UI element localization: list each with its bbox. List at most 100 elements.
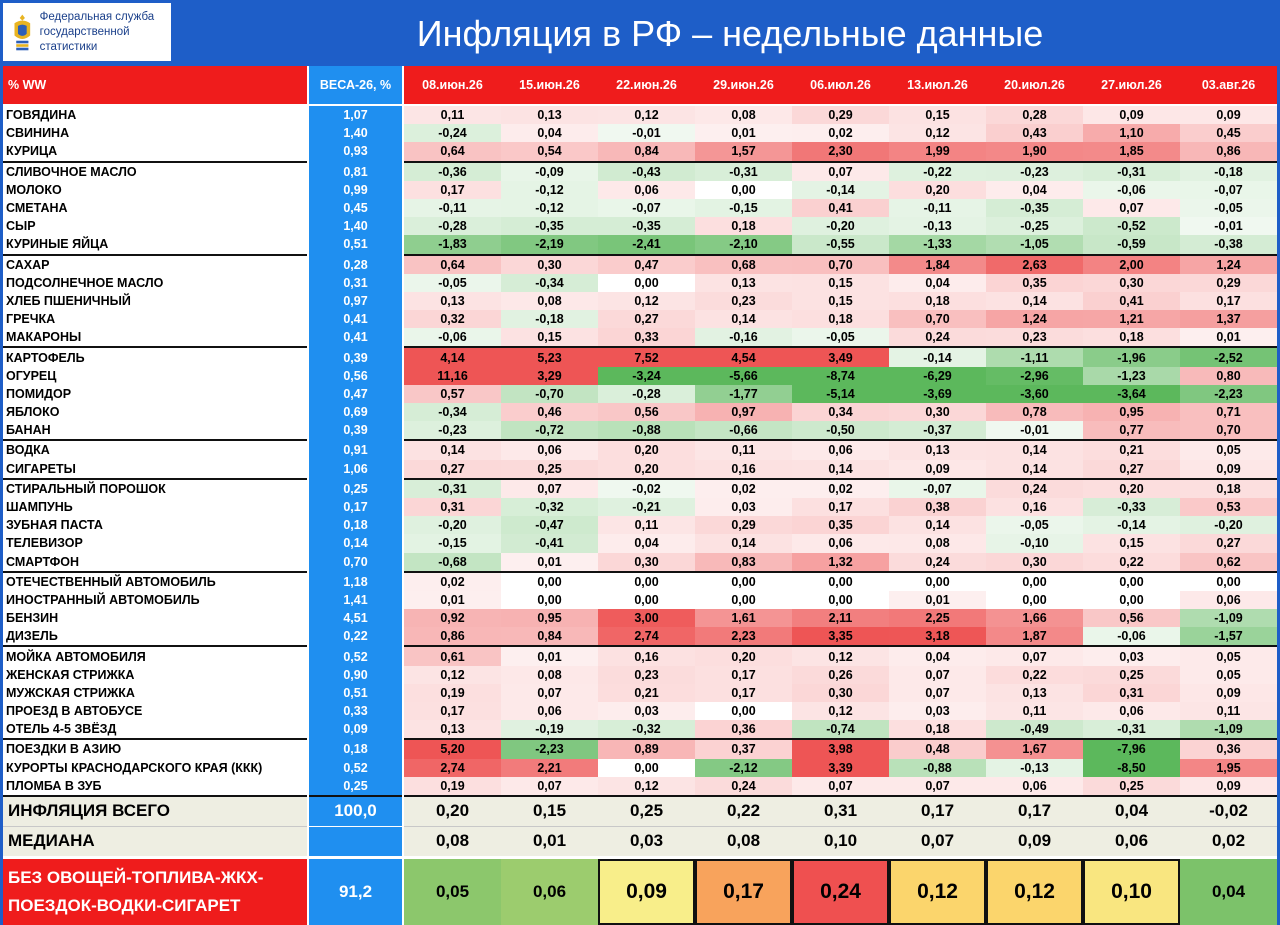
value-cell: -0,31 [1083, 720, 1180, 740]
value-cell: 0,23 [598, 665, 695, 684]
value-cell: -0,31 [1083, 160, 1180, 181]
value-cell: 0,17 [695, 665, 792, 684]
value-cell: 0,07 [501, 776, 598, 796]
value-cell: -5,14 [792, 384, 889, 403]
value-cell: 0,37 [695, 738, 792, 759]
value-cell: -0,28 [598, 384, 695, 403]
value-cell: 0,95 [501, 609, 598, 628]
table-row: ПЛОМБА В ЗУБ 0,25 0,19 0,07 0,12 0,24 0,07 0,07… [3, 776, 1277, 796]
core-value: 0,09 [598, 855, 695, 925]
value-cell: 4,54 [695, 346, 792, 367]
weight-cell: 0,70 [307, 552, 404, 572]
value-cell: 0,00 [598, 273, 695, 292]
value-cell: 0,17 [1180, 291, 1277, 311]
value-cell: 0,00 [792, 570, 889, 591]
weight-cell: 1,40 [307, 124, 404, 143]
value-cell: 0,14 [986, 291, 1083, 311]
value-cell: 0,16 [695, 459, 792, 479]
value-cell: -0,06 [403, 328, 501, 348]
value-cell: 0,12 [598, 291, 695, 311]
value-cell: 0,07 [889, 683, 986, 702]
value-cell: -0,36 [403, 160, 501, 181]
value-cell: -0,15 [403, 534, 501, 553]
value-cell: -8,74 [792, 366, 889, 385]
summary-row: ИНФЛЯЦИЯ ВСЕГО 100,0 0,20 0,15 0,25 0,22 0,31 0… [3, 794, 1277, 827]
value-cell: -0,05 [403, 273, 501, 292]
value-cell: 0,24 [889, 552, 986, 572]
value-cell: 0,64 [403, 142, 501, 162]
value-cell: 2,74 [403, 758, 501, 777]
summary-label: МЕДИАНА [3, 825, 309, 858]
table-row: КУРИНЫЕ ЯЙЦА 0,51 -1,83 -2,19 -2,41 -2,10 -0,5… [3, 235, 1277, 255]
header-bar: Федеральная служба государственной стати… [0, 0, 1280, 68]
row-label: СТИРАЛЬНЫЙ ПОРОШОК [3, 477, 309, 498]
table-row: ВОДКА 0,91 0,14 0,06 0,20 0,11 0,06 0,13 0,14 0,2… [3, 439, 1277, 460]
value-cell: -2,41 [598, 235, 695, 255]
row-label: СЛИВОЧНОЕ МАСЛО [3, 160, 309, 181]
value-cell: -0,18 [1180, 160, 1277, 181]
row-label: ВОДКА [3, 439, 309, 460]
value-cell: 1,66 [986, 609, 1083, 628]
value-cell: 0,80 [1180, 366, 1277, 385]
value-cell: -0,01 [986, 421, 1083, 441]
value-cell: 0,30 [889, 403, 986, 422]
value-cell: 0,11 [598, 516, 695, 535]
value-cell: 0,00 [695, 570, 792, 591]
weight-cell: 0,51 [307, 683, 404, 702]
row-label: ОГУРЕЦ [3, 366, 309, 385]
value-cell: 0,00 [695, 590, 792, 610]
value-cell: 0,35 [986, 273, 1083, 292]
value-cell: 0,46 [501, 403, 598, 422]
value-cell: 0,41 [1083, 291, 1180, 311]
weight-cell: 0,41 [307, 328, 404, 348]
value-cell: -0,24 [403, 124, 501, 143]
value-cell: 0,02 [792, 124, 889, 143]
value-cell: -1,09 [1180, 609, 1277, 628]
value-cell: -1,09 [1180, 720, 1277, 740]
value-cell: 1,85 [1083, 142, 1180, 162]
value-cell: -0,33 [1083, 497, 1180, 517]
value-cell: -0,21 [598, 497, 695, 517]
value-cell: -1,05 [986, 235, 1083, 255]
value-cell: 0,00 [889, 570, 986, 591]
value-cell: -0,20 [1180, 516, 1277, 535]
value-cell: 0,00 [598, 570, 695, 591]
value-cell: -0,07 [1180, 180, 1277, 199]
value-cell: -0,15 [695, 198, 792, 218]
table-row: СЫР 1,40 -0,28 -0,35 -0,35 0,18 -0,20 -0,13 -0,2… [3, 217, 1277, 236]
value-cell: 0,04 [501, 124, 598, 143]
value-cell: 0,17 [403, 702, 501, 721]
value-cell: 0,12 [889, 124, 986, 143]
summary-row: МЕДИАНА 0,08 0,01 0,03 0,08 0,10 0,07 0,09 0,06 0… [3, 825, 1277, 858]
value-cell: -0,07 [598, 198, 695, 218]
value-cell: 0,29 [792, 105, 889, 125]
value-cell: 0,20 [889, 180, 986, 199]
value-cell: 0,62 [1180, 552, 1277, 572]
row-label: БЕНЗИН [3, 609, 309, 628]
weight-cell: 0,09 [307, 720, 404, 740]
weight-cell: 0,91 [307, 439, 404, 460]
value-cell: 0,36 [1180, 738, 1277, 759]
coat-of-arms-icon [14, 14, 31, 51]
value-cell: 0,43 [986, 124, 1083, 143]
value-cell: 3,18 [889, 627, 986, 647]
value-cell: 0,29 [695, 516, 792, 535]
value-cell: 0,02 [695, 477, 792, 498]
row-label: ПРОЕЗД В АВТОБУСЕ [3, 702, 309, 721]
value-cell: 0,36 [695, 720, 792, 740]
value-cell: 0,00 [501, 590, 598, 610]
value-cell: 0,13 [986, 683, 1083, 702]
value-cell: 0,27 [598, 310, 695, 329]
value-cell: 0,03 [889, 702, 986, 721]
value-cell: 0,12 [598, 105, 695, 125]
value-cell: 0,12 [403, 665, 501, 684]
value-cell: 0,18 [889, 720, 986, 740]
value-cell: 0,07 [792, 160, 889, 181]
value-cell: -0,05 [986, 516, 1083, 535]
value-cell: 0,33 [598, 328, 695, 348]
row-label: ПЛОМБА В ЗУБ [3, 776, 309, 796]
value-cell: 0,08 [695, 105, 792, 125]
table-row: ИНОСТРАННЫЙ АВТОМОБИЛЬ 1,41 0,01 0,00 0,00 0,… [3, 590, 1277, 610]
value-cell: 0,04 [889, 273, 986, 292]
value-cell: -0,01 [1180, 217, 1277, 236]
